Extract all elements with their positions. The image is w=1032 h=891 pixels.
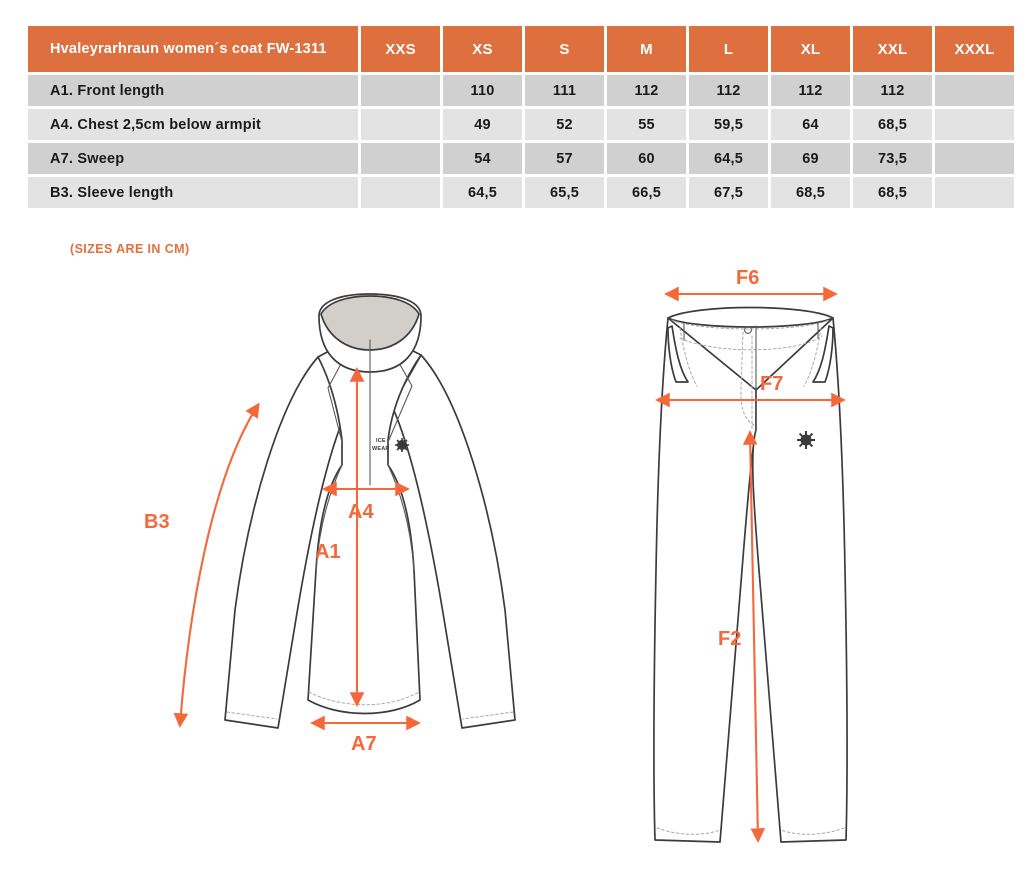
dimension-label-a1: A1 [315,541,341,563]
jacket-collar-inner [320,295,420,351]
pants-left-hem-stitch [656,827,721,835]
measurement-cell [935,75,1014,106]
measurement-cell: 49 [443,109,522,140]
ice-wear-logo: ICE WEAR [372,438,409,452]
size-header-xxs: XXS [361,26,440,72]
jacket-raglan-right [387,464,415,571]
dimension-line-f2 [742,430,766,843]
size-header-s: S [525,26,604,72]
size-header-l: L [689,26,768,72]
size-header-xxxl: XXXL [935,26,1014,72]
measurement-cell: 112 [689,75,768,106]
measurement-cell: 73,5 [853,143,932,174]
measurement-cell [361,75,440,106]
pants-right-leg [751,317,848,843]
size-chart-table: Hvaleyrarhraun women´s coat FW-1311 XXS … [25,23,1017,211]
dimension-label-f7: F7 [760,373,783,395]
pants-button-icon [744,326,752,334]
dimension-label-b3: B3 [144,511,170,533]
size-header-xxl: XXL [853,26,932,72]
jacket-right-cuff-stitch [462,711,514,720]
measurement-cell [935,109,1014,140]
table-row: A1. Front length 110 111 112 112 112 112 [28,75,1014,106]
logo-line2-text: WEAR [372,446,390,452]
pants-pocket-left [667,325,689,383]
measurement-label: A4. Chest 2,5cm below armpit [28,109,358,140]
pants-waistband [667,306,834,328]
measurement-cell: 54 [443,143,522,174]
measurement-cell: 60 [607,143,686,174]
pants-pocket-right-stitch [803,327,822,387]
table-header-row: Hvaleyrarhraun women´s coat FW-1311 XXS … [28,26,1014,72]
table-row: A4. Chest 2,5cm below armpit 49 52 55 59… [28,109,1014,140]
measurement-label: A7. Sweep [28,143,358,174]
table-row: B3. Sleeve length 64,5 65,5 66,5 67,5 68… [28,177,1014,208]
measurement-cell: 68,5 [853,109,932,140]
measurement-label: B3. Sleeve length [28,177,358,208]
jacket-hem-stitch [308,691,420,706]
jacket-right-sleeve [391,354,516,729]
table-row: A7. Sweep 54 57 60 64,5 69 73,5 [28,143,1014,174]
measurement-label: A1. Front length [28,75,358,106]
measurement-cell: 57 [525,143,604,174]
measurement-cell [361,109,440,140]
pants-left-leg [653,317,757,843]
pants-pocket-right [812,325,834,383]
size-header-m: M [607,26,686,72]
dimension-label-a4: A4 [348,501,374,523]
pants-yoke-stitch [679,335,823,351]
measurement-cell [935,143,1014,174]
logo-line1-text: ICE [376,438,386,444]
measurement-cell: 64 [771,109,850,140]
pants-pocket-left-stitch [679,327,698,387]
measurement-cell [361,143,440,174]
measurement-cell: 110 [443,75,522,106]
measurement-cell: 55 [607,109,686,140]
measurement-cell: 66,5 [607,177,686,208]
jacket-illustration: ICE WEAR B3 A4 A1 A7 [130,280,570,780]
size-header-xs: XS [443,26,522,72]
measurement-cell: 111 [525,75,604,106]
pants-right-hem-stitch [780,827,845,835]
dimension-label-f2: F2 [718,628,741,650]
measurement-cell: 52 [525,109,604,140]
measurement-cell [935,177,1014,208]
size-header-xl: XL [771,26,850,72]
measurement-cell: 64,5 [689,143,768,174]
pants-illustration: F6 F7 F2 [600,267,930,890]
snowflake-icon [797,431,815,449]
dimension-label-f6: F6 [736,267,759,289]
measurement-cell: 67,5 [689,177,768,208]
measurement-cell: 59,5 [689,109,768,140]
measurement-cell: 112 [853,75,932,106]
dimension-line-b3 [173,402,260,728]
table-header: Hvaleyrarhraun women´s coat FW-1311 XXS … [28,26,1014,72]
measurement-cell: 65,5 [525,177,604,208]
measurement-cell: 64,5 [443,177,522,208]
measurement-cell: 112 [607,75,686,106]
measurement-cell: 68,5 [853,177,932,208]
measurement-cell: 68,5 [771,177,850,208]
pants-fly-placket [740,331,757,427]
product-title-header: Hvaleyrarhraun women´s coat FW-1311 [28,26,358,72]
snowflake-icon [395,438,409,452]
measurement-cell: 112 [771,75,850,106]
measurement-cell [361,177,440,208]
units-note: (SIZES ARE IN CM) [70,242,190,256]
dimension-label-a7: A7 [351,733,377,755]
jacket-raglan-left [315,464,343,571]
table-body: A1. Front length 110 111 112 112 112 112… [28,75,1014,208]
measurement-cell: 69 [771,143,850,174]
